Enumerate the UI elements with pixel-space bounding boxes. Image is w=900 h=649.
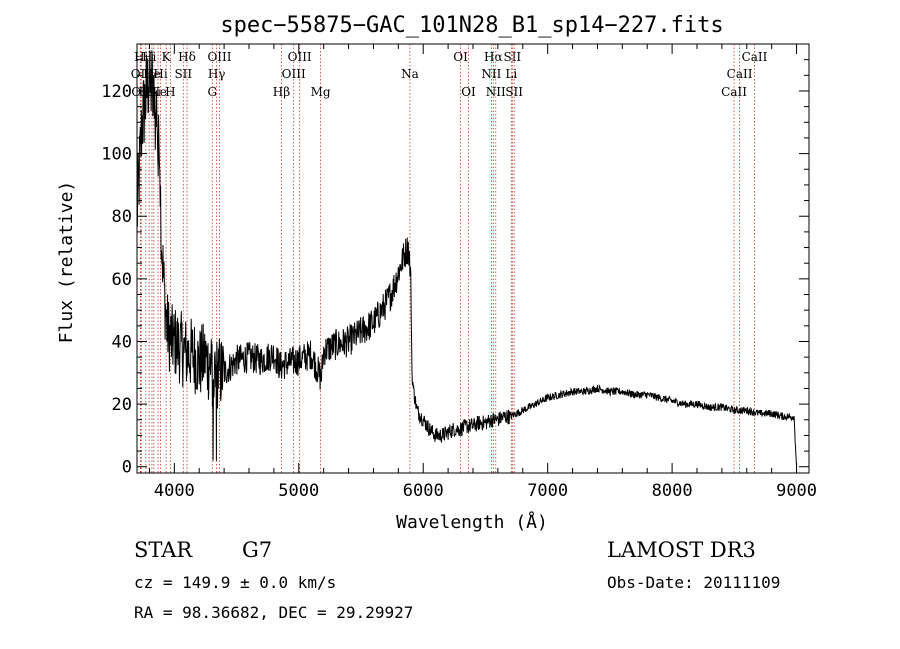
- object-type: STAR: [134, 538, 193, 562]
- line-label-1: OII: [131, 67, 151, 81]
- line-label-29: CaII: [727, 67, 753, 81]
- line-label-0: Hi: [134, 50, 148, 64]
- spectrum-trace-group: [136, 50, 798, 467]
- line-label-22: OI: [461, 85, 476, 99]
- line-label-24: Hα: [484, 50, 503, 64]
- line-label-25: NII: [486, 85, 506, 99]
- x-tick-label-6000: 6000: [403, 481, 444, 501]
- object-subclass: G7: [242, 538, 273, 562]
- line-label-14: Hγ: [208, 67, 226, 81]
- line-label-15: G: [207, 85, 217, 99]
- line-label-9: Hi: [153, 67, 167, 81]
- line-label-16: Hβ: [273, 85, 290, 99]
- line-label-21: OI: [453, 50, 468, 64]
- y-tick-label-120: 120: [101, 82, 132, 102]
- line-label-17: OIII: [282, 67, 306, 81]
- line-label-23: NII: [481, 67, 501, 81]
- line-label-27: Li: [505, 67, 517, 81]
- x-tick-label-7000: 7000: [527, 481, 568, 501]
- coordinates-readout: RA = 98.36682, DEC = 29.29927: [134, 603, 414, 622]
- line-label-8: K: [162, 50, 172, 64]
- obs-date: Obs-Date: 20111109: [607, 573, 781, 592]
- line-label-12: Hδ: [178, 50, 196, 64]
- y-axis-label: Flux (relative): [56, 181, 77, 344]
- y-tick-label-40: 40: [112, 332, 132, 352]
- spectrum-line: [136, 50, 798, 467]
- y-tick-label-60: 60: [112, 270, 132, 290]
- redshift-readout: cz = 149.9 ± 0.0 km/s: [134, 573, 337, 592]
- x-tick-label-9000: 9000: [776, 481, 817, 501]
- line-label-19: Mg: [311, 85, 331, 99]
- line-label-18: OIII: [288, 50, 312, 64]
- line-label-11: SII: [174, 67, 192, 81]
- line-label-28: SII: [505, 85, 523, 99]
- line-label-13: OIII: [207, 50, 231, 64]
- survey-name: LAMOST DR3: [607, 538, 756, 562]
- x-axis-label: Wavelength (Å): [396, 511, 548, 533]
- axis-ticks: 4000 5000 6000 7000 8000 9000 0 20 40 60 80 100 120: [101, 44, 817, 501]
- y-tick-label-100: 100: [101, 145, 132, 165]
- line-label-20: Na: [401, 67, 419, 81]
- line-label-30: CaII: [721, 85, 747, 99]
- x-tick-label-5000: 5000: [278, 481, 319, 501]
- line-label-10: H: [165, 85, 175, 99]
- y-tick-label-80: 80: [112, 207, 132, 227]
- y-tick-label-0: 0: [122, 458, 132, 478]
- x-tick-label-4000: 4000: [154, 481, 195, 501]
- chart-title: spec−55875−GAC_101N28_B1_sp14−227.fits: [220, 13, 723, 38]
- x-tick-label-8000: 8000: [652, 481, 693, 501]
- line-label-26: SII: [503, 50, 521, 64]
- y-tick-label-20: 20: [112, 395, 132, 415]
- line-label-31: CaII: [742, 50, 768, 64]
